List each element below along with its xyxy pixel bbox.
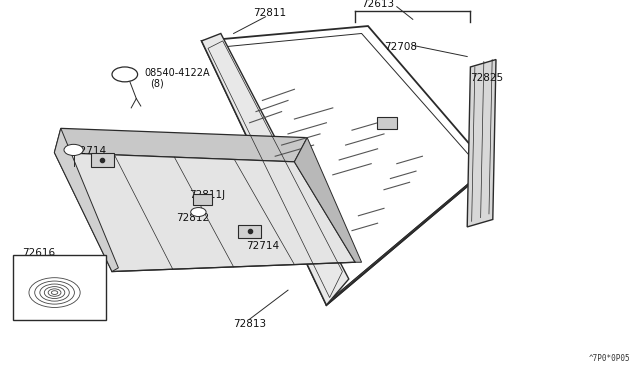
Text: (8): (8) (150, 79, 164, 89)
Text: ^7P0*0P05: ^7P0*0P05 (589, 354, 630, 363)
Polygon shape (54, 128, 118, 272)
Text: 72812: 72812 (176, 213, 209, 222)
Text: 08540-4122A: 08540-4122A (144, 68, 210, 77)
FancyBboxPatch shape (91, 153, 114, 167)
Bar (13, 255, 106, 320)
Text: 72616: 72616 (22, 248, 56, 258)
Polygon shape (202, 33, 349, 305)
FancyBboxPatch shape (193, 194, 212, 205)
Text: 72613: 72613 (362, 0, 395, 9)
Text: S: S (122, 70, 127, 79)
Polygon shape (294, 138, 362, 262)
FancyBboxPatch shape (238, 225, 261, 238)
Circle shape (112, 67, 138, 82)
Text: 72708: 72708 (384, 42, 417, 51)
Text: 72714: 72714 (246, 241, 280, 250)
Text: 72813: 72813 (234, 319, 267, 328)
Circle shape (191, 208, 206, 217)
Bar (377, 117, 397, 129)
Text: 72811J: 72811J (189, 190, 225, 200)
Circle shape (64, 144, 83, 155)
Text: 72714: 72714 (74, 146, 107, 155)
Text: 72811: 72811 (253, 8, 286, 18)
Polygon shape (467, 60, 496, 227)
Polygon shape (54, 153, 355, 272)
Polygon shape (54, 128, 307, 162)
Text: 72825: 72825 (470, 73, 504, 83)
